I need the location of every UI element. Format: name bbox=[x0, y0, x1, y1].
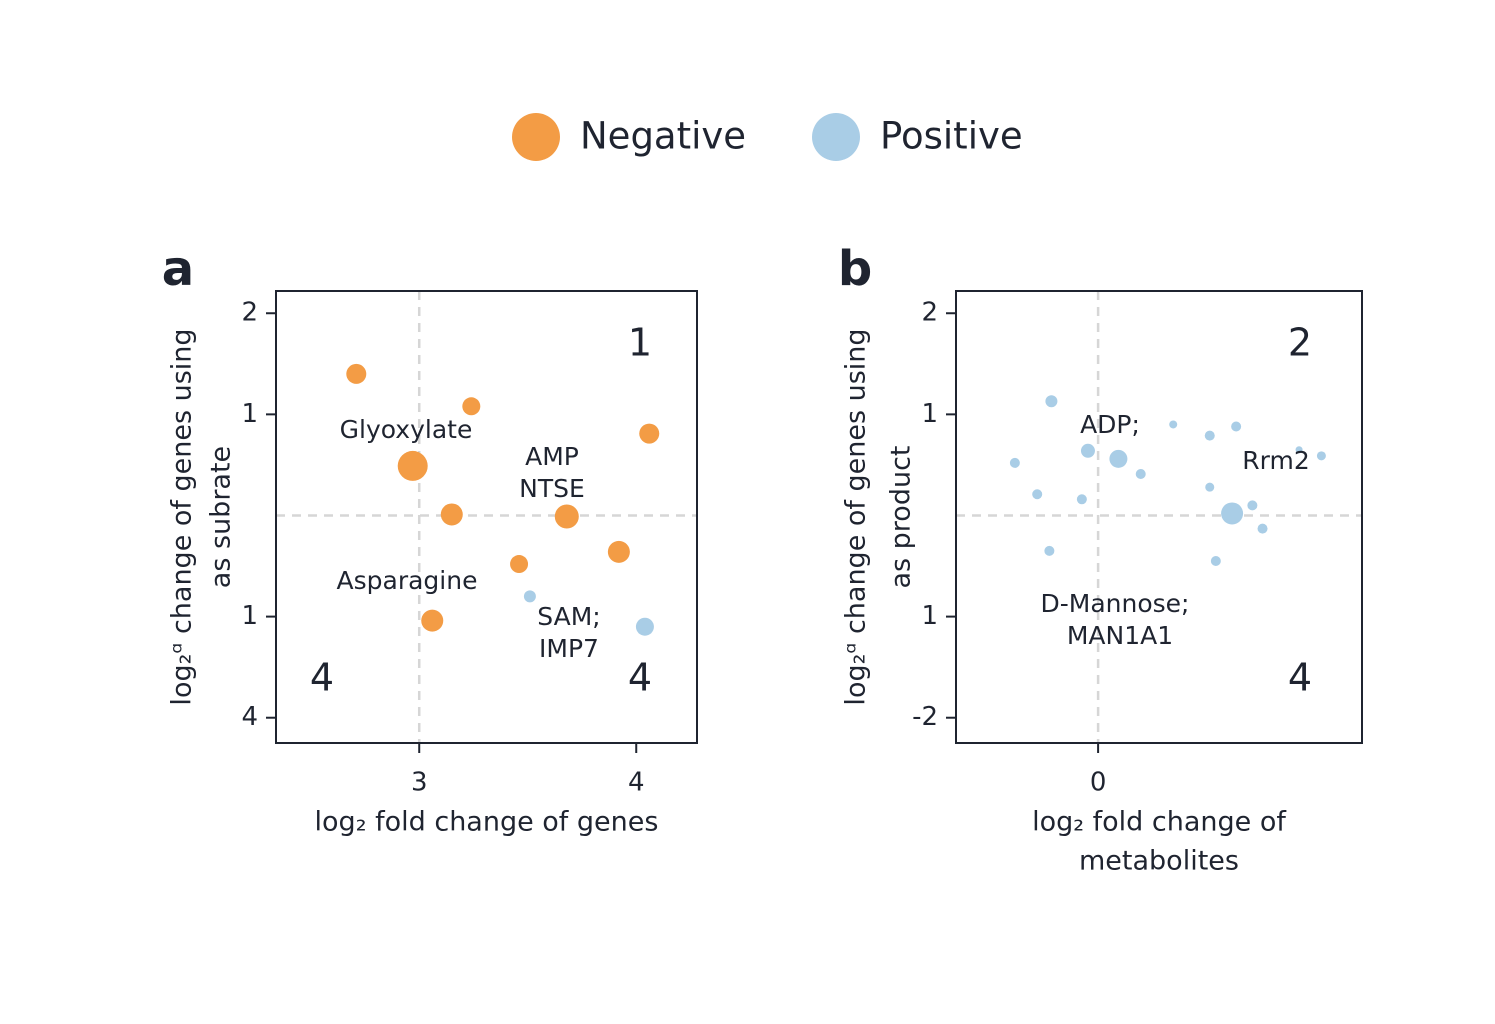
y-tick-label: 4 bbox=[241, 702, 258, 732]
x-tick-label: 0 bbox=[1090, 768, 1107, 798]
panel-label: a bbox=[162, 241, 194, 297]
annotation: D-Mannose; bbox=[1041, 589, 1190, 618]
point bbox=[510, 555, 529, 574]
legend-label: Positive bbox=[880, 115, 1023, 158]
legend-swatch bbox=[812, 113, 860, 161]
y-tick-label: 2 bbox=[241, 298, 258, 328]
annotation: IMP7 bbox=[539, 634, 599, 663]
point bbox=[1205, 482, 1215, 492]
point bbox=[1032, 489, 1043, 500]
point bbox=[1045, 395, 1058, 408]
y-axis-label: as product bbox=[886, 445, 917, 588]
point bbox=[639, 423, 660, 444]
quadrant-label: 4 bbox=[1288, 656, 1312, 700]
y-tick-label: 2 bbox=[921, 298, 938, 328]
quadrant-label: 4 bbox=[310, 656, 334, 700]
point bbox=[1316, 451, 1326, 461]
annotation: ADP; bbox=[1080, 410, 1140, 439]
point bbox=[607, 540, 630, 563]
legend-label: Negative bbox=[580, 115, 746, 158]
point bbox=[421, 609, 444, 632]
point bbox=[1169, 420, 1178, 429]
plot-frame bbox=[955, 290, 1363, 744]
x-axis-label: log₂ fold change of bbox=[1032, 807, 1287, 838]
annotation: Rrm2 bbox=[1242, 446, 1309, 475]
x-axis-label: metabolites bbox=[1079, 846, 1239, 877]
annotation: Glyoxylate bbox=[340, 415, 473, 444]
y-axis-label: as subrate bbox=[206, 446, 237, 588]
point bbox=[1221, 502, 1244, 525]
quadrant-label: 2 bbox=[1288, 321, 1312, 365]
point bbox=[1109, 449, 1128, 468]
plot-frame bbox=[275, 290, 698, 744]
y-tick-label: -2 bbox=[912, 702, 938, 732]
point bbox=[1231, 421, 1242, 432]
annotation: MAN1A1 bbox=[1067, 621, 1173, 650]
point bbox=[1135, 469, 1146, 480]
point bbox=[1009, 457, 1020, 468]
y-tick-label: 1 bbox=[241, 399, 258, 429]
x-tick-label: 4 bbox=[628, 768, 645, 798]
point bbox=[635, 617, 654, 636]
x-axis-label: log₂ fold change of genes bbox=[315, 807, 659, 838]
annotation: Asparagine bbox=[337, 566, 478, 595]
y-axis-label: log₂ᵅ change of genes using bbox=[841, 328, 872, 705]
quadrant-label: 4 bbox=[628, 656, 652, 700]
y-tick-label: 1 bbox=[921, 601, 938, 631]
annotation: NTSE bbox=[519, 474, 585, 503]
point bbox=[397, 450, 428, 481]
point bbox=[1210, 555, 1221, 566]
y-axis-label: log₂ᵅ change of genes using bbox=[167, 328, 198, 705]
y-tick-label: 1 bbox=[921, 399, 938, 429]
point bbox=[1257, 523, 1268, 534]
point bbox=[1044, 545, 1055, 556]
point bbox=[1204, 430, 1215, 441]
panel-label: b bbox=[838, 241, 872, 297]
y-tick-label: 1 bbox=[241, 601, 258, 631]
point bbox=[346, 363, 367, 384]
annotation: AMP bbox=[525, 442, 579, 471]
point bbox=[1076, 494, 1087, 505]
x-tick-label: 3 bbox=[411, 768, 428, 798]
point bbox=[462, 397, 481, 416]
annotation: SAM; bbox=[537, 602, 600, 631]
point bbox=[523, 590, 536, 603]
point bbox=[1247, 500, 1258, 511]
point bbox=[1080, 443, 1095, 458]
point bbox=[440, 503, 463, 526]
legend-swatch bbox=[512, 113, 560, 161]
point bbox=[1295, 446, 1303, 454]
quadrant-label: 1 bbox=[628, 321, 652, 365]
point bbox=[554, 504, 579, 529]
